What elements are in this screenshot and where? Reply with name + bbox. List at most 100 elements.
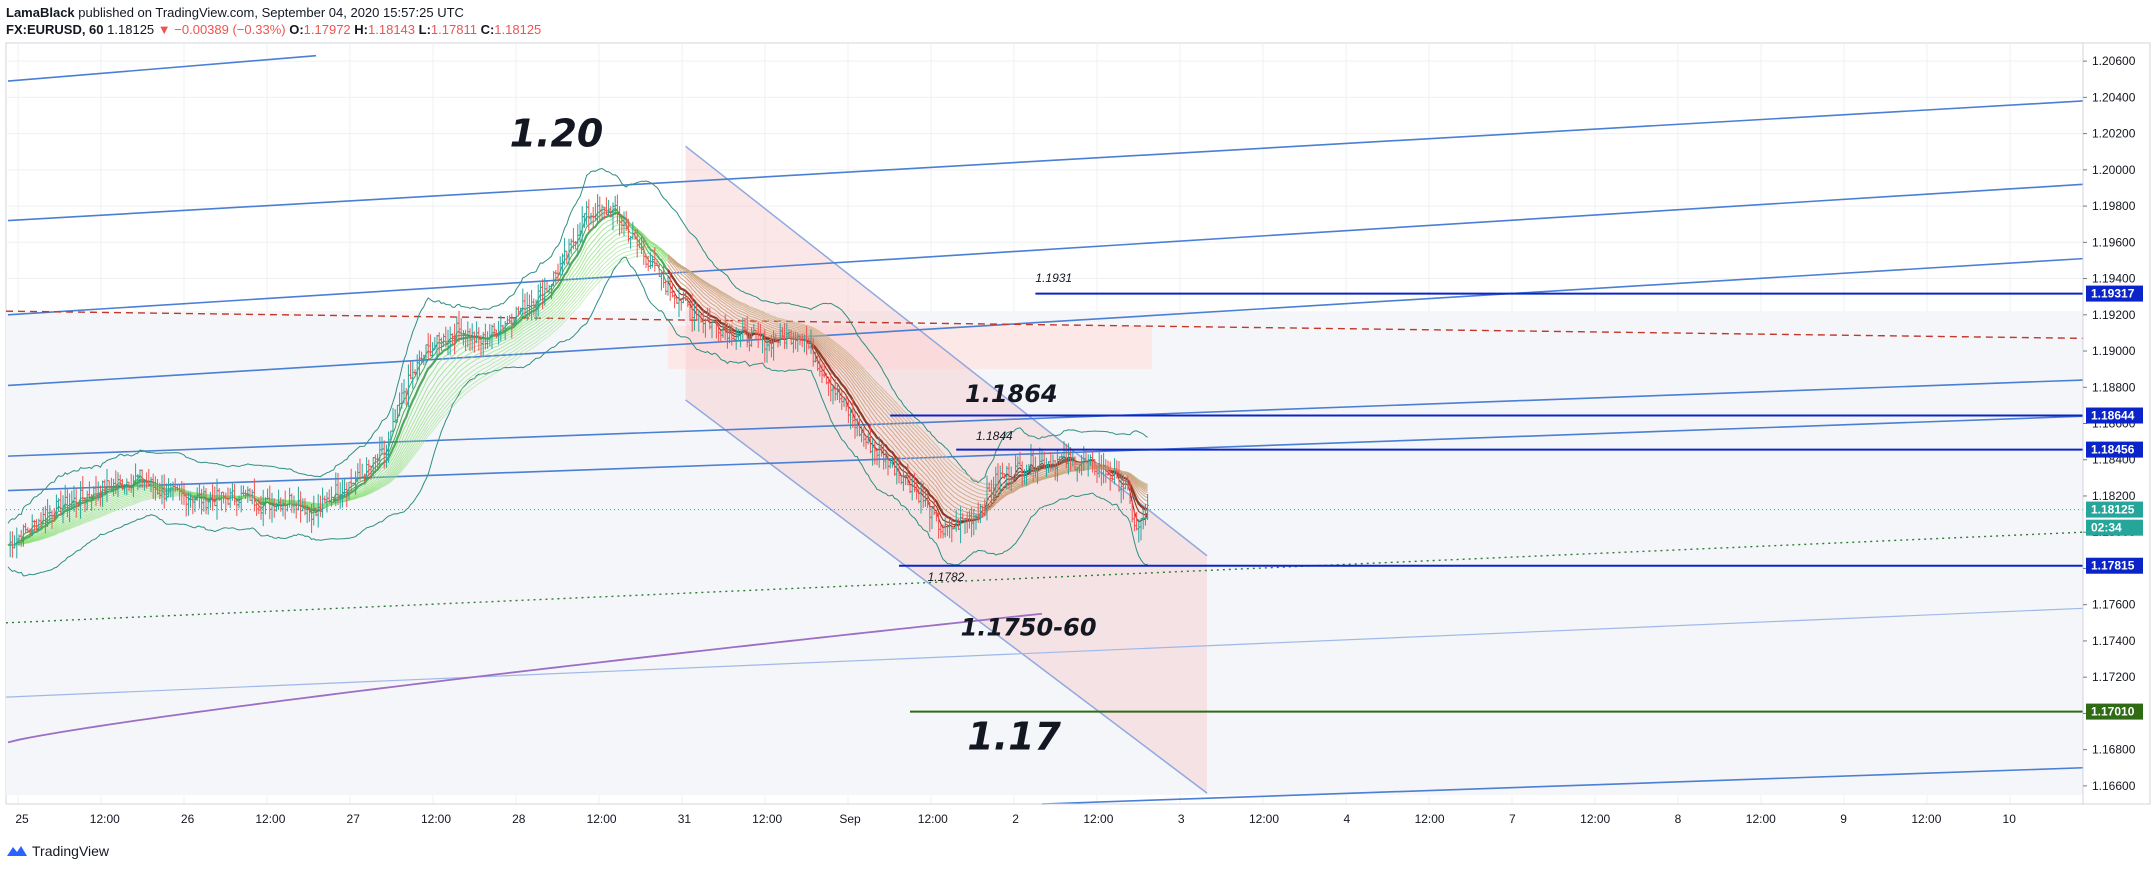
x-tick-label: 4 xyxy=(1343,812,1350,826)
ribbon-ma-bear xyxy=(667,255,1148,512)
y-tick-label: 1.17600 xyxy=(2092,598,2136,612)
x-tick-label: 12:00 xyxy=(1911,812,1941,826)
x-tick-label: 12:00 xyxy=(421,812,451,826)
y-tick-label: 1.16600 xyxy=(2092,779,2136,793)
x-tick-label: 12:00 xyxy=(752,812,782,826)
price-tag-bg xyxy=(2086,441,2143,458)
annotations: 1.20 1.1864 1.1750-60 1.17 1.1931 1.1844 1.178… xyxy=(510,111,1097,758)
annotation-label: 1.1864 xyxy=(965,380,1058,408)
trend-line xyxy=(7,415,2084,492)
range-shading xyxy=(6,311,2083,795)
price-tag-bg xyxy=(2086,501,2143,518)
close-value: 1.18125 xyxy=(494,22,542,37)
tradingview-logo-icon xyxy=(7,846,27,856)
channel-lower-line xyxy=(685,399,1208,794)
trend-lines xyxy=(5,54,2084,805)
x-tick-label: 7 xyxy=(1509,812,1516,826)
range-box xyxy=(6,311,2083,795)
high-value: 1.18143 xyxy=(368,22,416,37)
channel-upper-line xyxy=(685,145,1208,557)
y-tick-label: 1.20200 xyxy=(2092,127,2136,141)
chart-header: LamaBlack published on TradingView.com, … xyxy=(6,4,541,38)
price-tag-bg xyxy=(2086,557,2143,574)
y-tick-label: 1.19800 xyxy=(2092,199,2136,213)
y-tick-label: 1.17200 xyxy=(2092,670,2136,684)
y-tick-label: 1.19600 xyxy=(2092,235,2136,249)
ribbon-ma-bear xyxy=(667,258,1148,489)
footer: TradingView xyxy=(6,843,109,859)
x-tick-label: 12:00 xyxy=(255,812,285,826)
low-label: L: xyxy=(418,22,431,37)
price-tag-label: 1.17815 xyxy=(2091,559,2135,573)
slow-moving-average xyxy=(7,612,1043,744)
x-tick-label: 27 xyxy=(347,812,361,826)
ribbon-ma-bear xyxy=(667,257,1148,515)
x-tick-label: 9 xyxy=(1840,812,1847,826)
annotation-label: 1.17 xyxy=(967,715,1061,759)
price-change: −0.00389 (−0.33%) xyxy=(174,22,286,37)
annotation-label: 1.1844 xyxy=(976,429,1013,443)
publish-info: published on TradingView.com, September … xyxy=(74,5,464,20)
trend-line xyxy=(7,257,2084,387)
y-tick-label: 1.20000 xyxy=(2092,163,2136,177)
dashed-resistance-line xyxy=(5,310,2084,340)
x-tick-label: 12:00 xyxy=(1249,812,1279,826)
price-tag-bg xyxy=(2086,519,2143,536)
x-tick-label: 26 xyxy=(181,812,195,826)
x-tick-label: 31 xyxy=(678,812,692,826)
price-tag-label: 02:34 xyxy=(2091,521,2122,535)
dotted-support-line xyxy=(5,531,2084,624)
trend-line xyxy=(7,379,2084,457)
author-name[interactable]: LamaBlack xyxy=(6,5,75,20)
annotation-label: 1.1931 xyxy=(1035,271,1072,285)
x-tick-label: 12:00 xyxy=(1580,812,1610,826)
price-tag-label: 1.18125 xyxy=(2091,503,2135,517)
bollinger-bands xyxy=(7,167,1148,577)
trend-line xyxy=(7,183,2084,316)
price-tag-label: 1.17010 xyxy=(2091,705,2135,719)
price-tag-label: 1.19317 xyxy=(2091,287,2135,301)
y-tick-label: 1.18800 xyxy=(2092,380,2136,394)
y-tick-label: 1.19000 xyxy=(2092,344,2136,358)
y-tick-label: 1.17400 xyxy=(2092,634,2136,648)
y-tick-label: 1.20600 xyxy=(2092,54,2136,68)
ribbon-ma-bear xyxy=(667,254,1148,503)
annotation-label: 1.1782 xyxy=(928,570,965,584)
trend-line-bottom xyxy=(1041,766,2084,805)
price-tag-bg xyxy=(2086,703,2143,720)
trend-line xyxy=(7,100,2084,222)
open-value: 1.17972 xyxy=(303,22,351,37)
x-tick-label: 2 xyxy=(1012,812,1019,826)
footer-brand[interactable]: TradingView xyxy=(32,843,110,859)
ma-ribbon xyxy=(7,207,1149,547)
ohlc-line: FX:EURUSD, 60 1.18125 ▼ −0.00389 (−0.33%… xyxy=(6,21,541,38)
bollinger-upper xyxy=(7,167,1148,524)
trend-line-lower xyxy=(5,607,2084,698)
ribbon-ma-bear xyxy=(667,260,1148,518)
x-tick-label: 28 xyxy=(512,812,526,826)
y-tick-label: 1.19200 xyxy=(2092,308,2136,322)
high-label: H: xyxy=(354,22,369,37)
bollinger-lower xyxy=(7,256,1148,577)
x-tick-label: 12:00 xyxy=(587,812,617,826)
ribbon-ma xyxy=(7,255,1148,546)
trend-line xyxy=(7,54,317,82)
close-label: C: xyxy=(480,22,495,37)
annotation-label: 1.1750-60 xyxy=(961,613,1097,641)
ribbon-ma xyxy=(7,252,1148,546)
price-tag-bg xyxy=(2086,285,2143,302)
x-tick-label: 12:00 xyxy=(1415,812,1445,826)
x-tick-label: 12:00 xyxy=(90,812,120,826)
symbol-label[interactable]: FX:EURUSD, 60 xyxy=(6,22,104,37)
candles xyxy=(8,194,1150,559)
last-price: 1.18125 xyxy=(107,22,155,37)
down-arrow-icon: ▼ xyxy=(157,22,171,37)
annotation-label: 1.20 xyxy=(510,111,604,155)
price-tag-label: 1.18644 xyxy=(2091,409,2135,423)
x-tick-label: 8 xyxy=(1675,812,1682,826)
x-tick-label: 10 xyxy=(2003,812,2017,826)
ribbon-ma-bear xyxy=(667,254,1148,506)
x-tick-label: 12:00 xyxy=(918,812,948,826)
horizontal-levels xyxy=(6,292,2083,713)
